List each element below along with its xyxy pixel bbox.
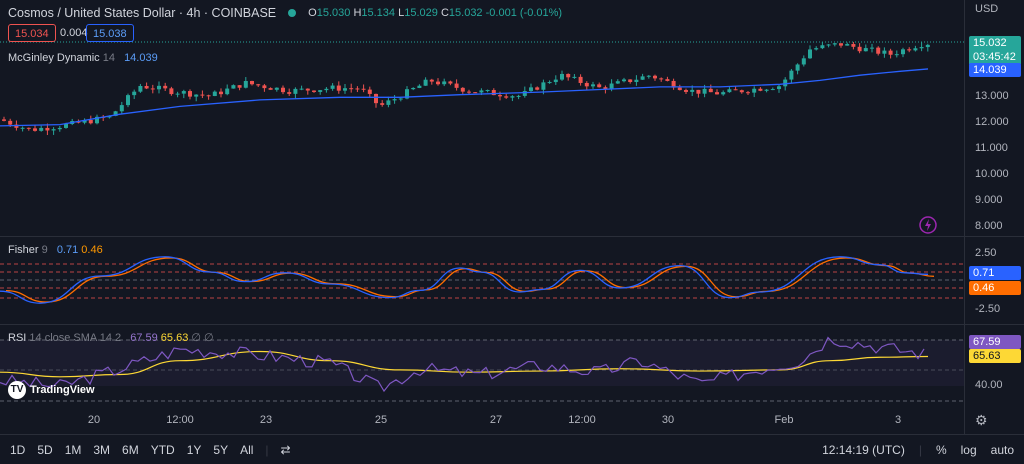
currency-label[interactable]: USD [975,3,999,15]
time-tick: 20 [87,414,101,426]
range-5d[interactable]: 5D [37,442,53,457]
mcginley-legend[interactable]: McGinley Dynamic 14 14.039 [8,52,158,64]
bar-countdown: 03:45:42 [969,50,1021,64]
time-tick: 3 [894,414,902,426]
rsi-legend[interactable]: RSI 14 close SMA 14 2 67.59 65.63 ∅ ∅ [8,332,214,344]
ohlc-values: O15.030 H15.134 L15.029 C15.032 -0.001 (… [308,7,563,19]
time-tick: 23 [259,414,273,426]
symbol-header: Cosmos / United States Dollar · 4h · COI… [8,6,562,20]
time-tick: 25 [374,414,388,426]
rsi-ma-line [0,350,929,378]
price-tick: 12.000 [975,116,1009,128]
time-tick: 12:00 [166,414,194,426]
fisher-legend[interactable]: Fisher 9 0.71 0.46 [8,244,103,256]
fisher-trigger-tag: 0.46 [969,281,1021,295]
rsi-tag: 67.59 [969,335,1021,349]
divider: | [265,442,269,457]
range-3m[interactable]: 3M [93,442,111,457]
bottom-toolbar: 1D 5D 1M 3M 6M YTD 1Y 5Y All | ⇄ 12:14:1… [0,434,1024,464]
pane-separator[interactable] [0,324,1024,325]
utc-clock[interactable]: 12:14:19 (UTC) [822,442,905,457]
tradingview-icon: TV [8,381,26,399]
rsi-line [0,336,925,393]
price-tick: 11.000 [975,142,1008,154]
change-value: -0.001 (-0.01%) [485,7,563,19]
rsi-pane [0,336,964,402]
fisher-tick: 2.50 [975,247,997,259]
bottom-right-controls: 12:14:19 (UTC) | % log auto [822,443,1014,457]
sell-price-box[interactable]: 15.034 [8,24,56,42]
price-tick: 13.000 [975,90,1009,102]
range-1m[interactable]: 1M [64,442,82,457]
percent-toggle[interactable]: % [935,442,947,457]
range-1y[interactable]: 1Y [186,442,202,457]
time-tick: 27 [489,414,503,426]
spread-value: 0.004 [60,27,88,39]
log-toggle[interactable]: log [960,442,977,457]
pane-separator[interactable] [0,236,1024,237]
rsi-ma-tag: 65.63 [969,349,1021,363]
mcginley-tag: 14.039 [969,63,1021,77]
divider: | [918,442,922,457]
last-price-tag: 15.032 [969,36,1021,50]
price-tick: 9.000 [975,194,1003,206]
price-tick: 10.000 [975,168,1009,180]
range-all[interactable]: All [240,442,254,457]
lightning-icon[interactable] [919,216,937,234]
range-5y[interactable]: 5Y [213,442,229,457]
tradingview-logo: TV TradingView [8,381,95,399]
price-axis[interactable]: USD 13.000 12.000 11.000 10.000 9.000 8.… [964,0,1024,434]
time-tick: 30 [661,414,675,426]
time-tick: Feb [774,414,794,426]
symbol-title[interactable]: Cosmos / United States Dollar · 4h · COI… [8,6,277,20]
auto-toggle[interactable]: auto [990,442,1014,457]
fisher-pane [0,256,964,304]
time-axis[interactable]: 20 12:00 23 25 27 12:00 30 Feb 3 [0,406,964,434]
time-tick: 12:00 [568,414,596,426]
fisher-tag: 0.71 [969,266,1021,280]
buy-price-box[interactable]: 15.038 [86,24,134,42]
mcginley-line [0,68,929,127]
market-open-dot-icon [288,9,297,17]
range-6m[interactable]: 6M [122,442,139,457]
fisher-tick: -2.50 [975,303,1001,315]
range-1d[interactable]: 1D [10,442,26,457]
goto-date-icon[interactable]: ⇄ [280,442,291,457]
rsi-tick: 40.00 [975,379,1003,391]
range-ytd[interactable]: YTD [150,442,175,457]
price-tick: 8.000 [975,220,1003,232]
chart-canvas[interactable] [0,0,964,434]
settings-gear-icon[interactable]: ⚙ [975,412,988,428]
range-selector: 1D 5D 1M 3M 6M YTD 1Y 5Y All | ⇄ [10,443,291,457]
fisher-line [0,256,929,304]
